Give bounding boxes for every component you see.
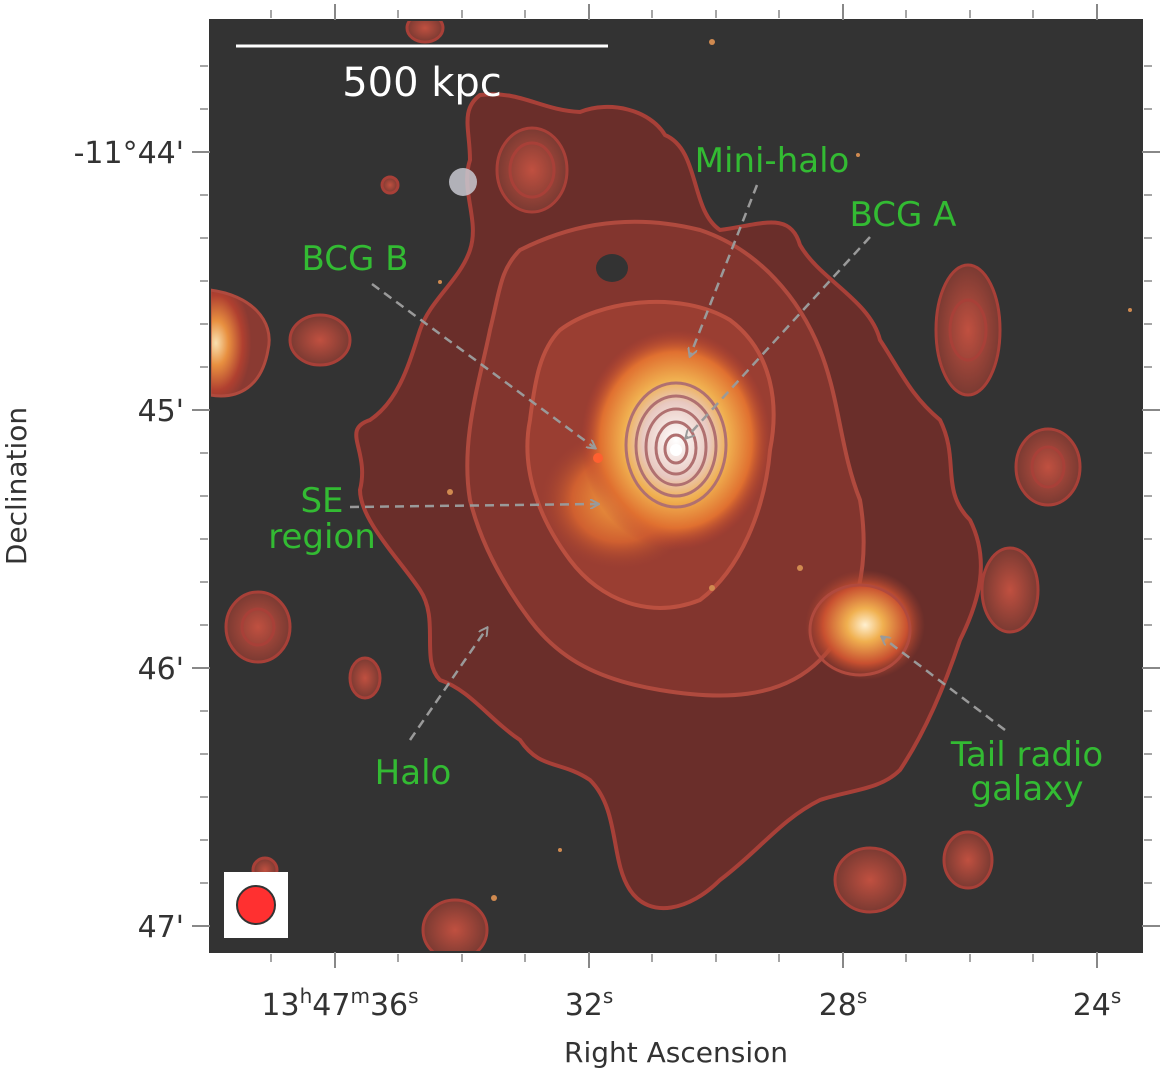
- x-tick-0-s-unit: s: [408, 984, 418, 1008]
- background-galaxies: [438, 39, 1132, 901]
- label-bcg-b: BCG B: [302, 239, 409, 279]
- y-tick-label-0: -11°44': [74, 136, 184, 171]
- y-tick-label-2: 46': [138, 652, 184, 687]
- label-halo: Halo: [375, 753, 452, 793]
- label-tail-2: galaxy: [971, 769, 1084, 809]
- label-tail-1: Tail radio: [950, 735, 1103, 775]
- x-tick-0-seconds: 36: [370, 988, 408, 1023]
- x-tick-1-seconds: 32: [565, 988, 603, 1023]
- core-glow: [581, 330, 771, 550]
- y-tick-labels: -11°44' 45' 46' 47': [74, 136, 184, 945]
- radio-emission: [210, 20, 1132, 952]
- x-axis-label: Right Ascension: [564, 1036, 788, 1069]
- bcg-a-core: [670, 444, 682, 456]
- beam-ellipse: [236, 885, 276, 925]
- left-edge-source: [210, 288, 271, 398]
- plot-frame: [209, 19, 1143, 953]
- tail-contour: [808, 583, 912, 677]
- scale-bar-label: 500 kpc: [342, 60, 502, 106]
- core-contours: [624, 381, 728, 509]
- y-tick-label-3: 47': [138, 910, 184, 945]
- annotation-labels: Mini-halo BCG A BCG B SE region Halo Tai…: [268, 141, 1103, 809]
- tick-marks: [192, 4, 1160, 968]
- compact-sources: [224, 20, 1082, 952]
- foreground-star: [449, 168, 477, 196]
- x-tick-0-minutes: 47: [312, 988, 350, 1023]
- label-bcg-a: BCG A: [850, 195, 957, 235]
- label-se-region-1: SE: [300, 481, 343, 521]
- label-se-region-2: region: [268, 517, 376, 557]
- y-tick-label-1: 45': [138, 394, 184, 429]
- x-tick-0-m-unit: m: [350, 984, 369, 1008]
- x-tick-label-3: 24s: [1073, 984, 1122, 1023]
- x-tick-labels: 13h47m36s 32s 28s 24s: [261, 984, 1121, 1023]
- x-tick-0-hours: 13: [261, 988, 299, 1023]
- x-tick-1-s-unit: s: [603, 984, 613, 1008]
- label-mini-halo: Mini-halo: [695, 141, 850, 181]
- x-tick-3-seconds: 24: [1073, 988, 1111, 1023]
- x-tick-2-s-unit: s: [857, 984, 867, 1008]
- x-tick-label-0: 13h47m36s: [261, 984, 418, 1023]
- x-tick-label-1: 32s: [565, 984, 614, 1023]
- dark-gap: [596, 254, 628, 282]
- x-tick-label-2: 28s: [819, 984, 868, 1023]
- x-tick-3-s-unit: s: [1111, 984, 1121, 1008]
- y-axis-label: Declination: [0, 407, 33, 565]
- x-tick-2-seconds: 28: [819, 988, 857, 1023]
- minor-ticks: [200, 10, 1152, 962]
- annotation-arrows: [349, 184, 1006, 741]
- x-tick-0-h-unit: h: [300, 984, 313, 1008]
